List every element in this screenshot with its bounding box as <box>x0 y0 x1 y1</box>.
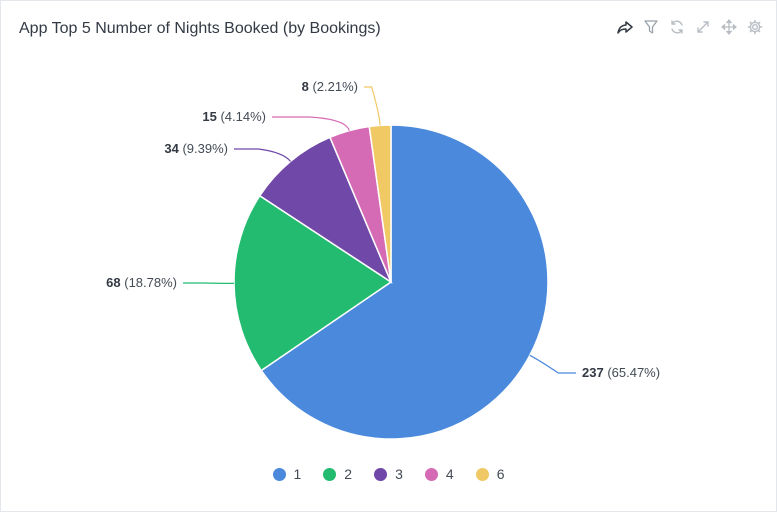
pie-label-percent: (9.39%) <box>179 141 228 156</box>
pie-chart: 237 (65.47%) 68 (18.78%) 34 (9.39%) 15 (4.1… <box>106 79 660 440</box>
pie-label-percent: (18.78%) <box>121 275 177 290</box>
filter-icon[interactable] <box>642 17 660 37</box>
legend-label: 3 <box>395 466 403 482</box>
widget-title: App Top 5 Number of Nights Booked (by Bo… <box>19 20 381 37</box>
legend-item-4[interactable]: 4 <box>424 466 454 482</box>
chart-legend: 1 2 3 4 6 <box>0 466 777 482</box>
pie-slice-1[interactable] <box>260 124 549 440</box>
pie-data-label-4: 15 (4.14%) <box>202 109 266 124</box>
legend-marker <box>424 467 438 481</box>
pie-leader-line-4 <box>272 116 350 131</box>
pie-data-label-6: 8 (2.21%) <box>302 79 358 94</box>
pie-leader-line-6 <box>364 86 381 126</box>
pie-label-value: 8 <box>302 79 309 94</box>
share-icon[interactable] <box>616 17 634 37</box>
legend-marker <box>323 467 337 481</box>
expand-icon[interactable] <box>694 17 712 37</box>
pie-slice-3[interactable] <box>258 136 393 284</box>
pie-label-percent: (4.14%) <box>217 109 266 124</box>
pie-data-label-3: 34 (9.39%) <box>164 141 228 156</box>
pie-leader-line-3 <box>234 148 292 162</box>
pie-label-value: 237 <box>582 365 604 380</box>
pie-leader-line-1 <box>529 354 576 374</box>
legend-item-6[interactable]: 6 <box>475 466 505 482</box>
legend-label: 2 <box>344 466 353 482</box>
pie-label-value: 68 <box>106 275 120 290</box>
pie-label-percent: (2.21%) <box>309 79 358 94</box>
legend-item-2[interactable]: 2 <box>323 466 352 482</box>
pie-data-label-1: 237 (65.47%) <box>582 365 660 380</box>
legend-label: 1 <box>293 466 302 482</box>
pie-data-label-2: 68 (18.78%) <box>106 275 177 290</box>
widget-toolbar <box>616 17 764 37</box>
legend-item-3[interactable]: 3 <box>374 466 403 482</box>
gear-icon[interactable] <box>746 17 764 37</box>
legend-label: 4 <box>445 466 454 482</box>
legend-item-1[interactable]: 1 <box>272 466 302 482</box>
move-icon[interactable] <box>720 17 738 37</box>
legend-marker <box>374 467 388 481</box>
refresh-icon[interactable] <box>668 17 686 37</box>
pie-label-percent: (65.47%) <box>604 365 660 380</box>
legend-marker <box>475 467 489 481</box>
pie-label-value: 34 <box>164 141 179 156</box>
legend-label: 6 <box>496 466 505 482</box>
legend-marker <box>272 467 286 481</box>
pie-label-value: 15 <box>202 109 216 124</box>
